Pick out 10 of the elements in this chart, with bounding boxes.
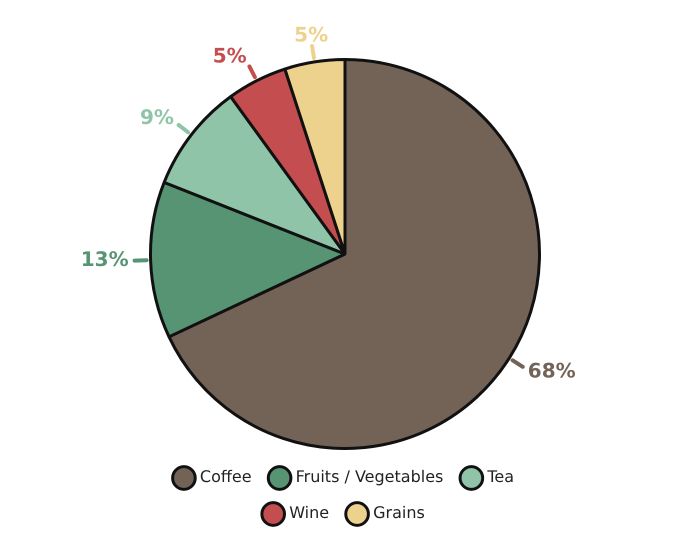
data-label: 68% (528, 358, 576, 382)
legend-label: Tea (486, 467, 514, 486)
legend-label: Grains (373, 503, 425, 522)
data-label: 5% (212, 44, 247, 68)
data-label: 9% (140, 105, 174, 130)
legend-label: Coffee (200, 467, 252, 486)
legend-label: Wine (289, 503, 330, 522)
legend-label: Fruits / Vegetables (296, 467, 444, 486)
data-label: 5% (294, 22, 328, 46)
data-label: 13% (80, 247, 129, 272)
